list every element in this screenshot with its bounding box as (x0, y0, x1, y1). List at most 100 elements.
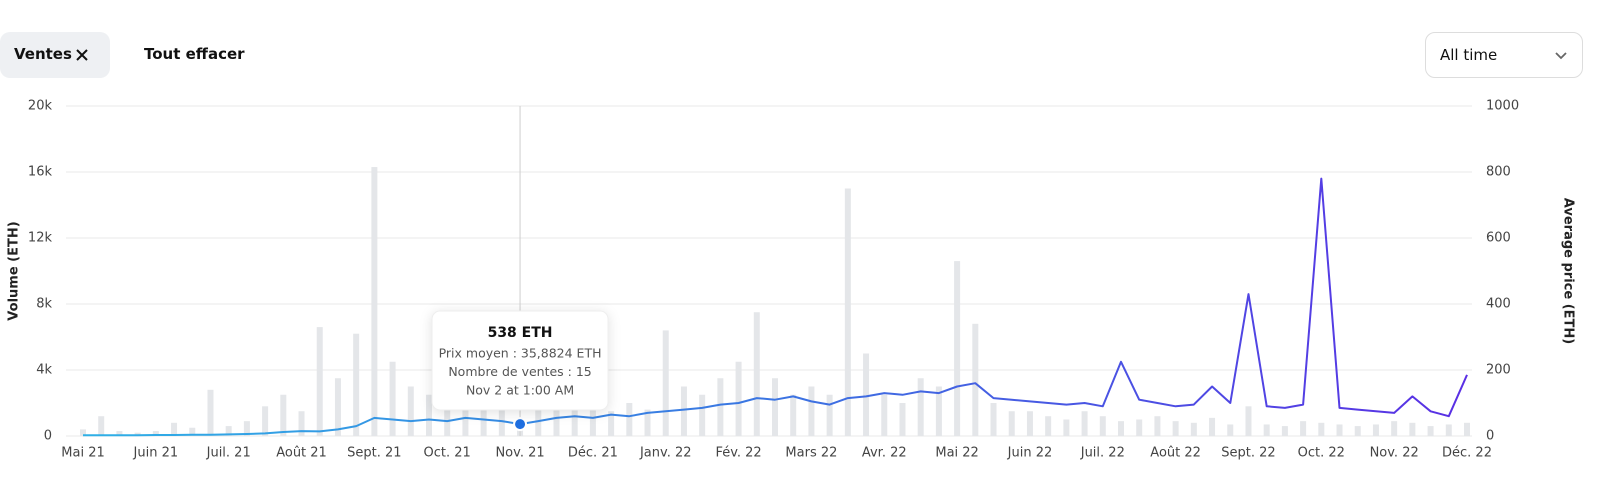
bar (426, 394, 432, 436)
bar (1063, 419, 1070, 436)
y-tick-label: 20k (28, 99, 53, 114)
bar (407, 386, 414, 436)
filter-chip[interactable]: Ventes (0, 32, 110, 78)
bar (717, 378, 724, 436)
clear-button[interactable]: Tout effacer (144, 45, 245, 63)
tooltip-line: Nombre de ventes : 15 (448, 364, 591, 379)
chip-close[interactable] (75, 48, 89, 62)
bar (1154, 416, 1161, 436)
bar (972, 323, 979, 436)
bar (1263, 424, 1270, 436)
bar (462, 406, 469, 436)
price-line (83, 177, 1468, 437)
bar (1172, 421, 1179, 436)
bar (571, 394, 578, 436)
bar (954, 261, 961, 436)
bar (680, 386, 687, 436)
x-tick-label: Déc. 21 (568, 446, 618, 461)
bar (990, 403, 997, 436)
bar (1227, 424, 1234, 436)
bar (863, 353, 870, 436)
bar (517, 427, 524, 436)
bar (298, 411, 305, 436)
bar (535, 394, 542, 436)
x-tick-label: Août 21 (276, 446, 327, 461)
bar (917, 378, 924, 436)
bar (935, 386, 942, 436)
x-tick-label: Sept. 22 (1221, 446, 1275, 461)
y2-tick-label: 0 (1486, 429, 1494, 444)
bar (189, 427, 196, 436)
y2-tick-label: 1000 (1486, 99, 1519, 114)
bar (480, 386, 487, 436)
bar (553, 403, 560, 436)
bar (134, 432, 141, 436)
chevron (1555, 52, 1567, 60)
bar (1427, 426, 1434, 436)
bar (444, 403, 451, 436)
bar (644, 409, 651, 436)
x-tick-label: Mai 21 (61, 446, 104, 461)
x-tick-label: Juin 21 (133, 446, 179, 461)
y-tick-label: 0 (44, 429, 52, 444)
range-label: All time (1440, 46, 1498, 64)
bar (589, 406, 596, 436)
y2-tick-label: 800 (1486, 165, 1511, 180)
bar (1318, 422, 1325, 436)
bar (1464, 422, 1470, 436)
bar (735, 361, 742, 436)
tooltip-box (431, 310, 609, 411)
x-tick-label: Juil. 22 (1080, 446, 1125, 461)
hover-point (513, 417, 528, 432)
tooltip-line: Prix moyen : 35,8824 ETH (439, 346, 602, 361)
bar (371, 167, 378, 437)
x-tick-label: Nov. 22 (1370, 446, 1419, 461)
x-tick-label: Fév. 22 (715, 446, 761, 461)
x-tick-label: Déc. 22 (1442, 446, 1492, 461)
bar (498, 399, 505, 436)
x-tick-label: Oct. 22 (1298, 446, 1345, 461)
bar (1081, 411, 1088, 436)
range-dropdown[interactable]: All time (1425, 32, 1583, 78)
bar (808, 386, 815, 436)
y2-tick-label: 200 (1486, 363, 1511, 378)
chip-label: Ventes (14, 45, 72, 63)
bar (334, 378, 341, 436)
bar (699, 394, 706, 436)
x-tick-label: Sept. 21 (347, 446, 401, 461)
bar (662, 330, 669, 436)
bar (225, 426, 232, 436)
bar (844, 188, 851, 436)
y-tick-label: 16k (28, 165, 53, 180)
bar (608, 411, 615, 436)
bar (243, 421, 250, 436)
bar (316, 327, 323, 436)
x-tick-label: Mars 22 (785, 446, 837, 461)
x-tick-label: Avr. 22 (862, 446, 907, 461)
bar (1245, 406, 1252, 436)
tooltip-title: 538 ETH (488, 325, 553, 341)
bar (1409, 422, 1416, 436)
bar (899, 403, 906, 436)
y2-tick-label: 600 (1486, 231, 1511, 246)
bar (1281, 426, 1288, 436)
bar (1118, 421, 1124, 436)
bar (389, 361, 396, 436)
bar (626, 403, 633, 436)
x-tick-label: Oct. 21 (424, 446, 471, 461)
bar (1190, 422, 1197, 436)
bar (772, 378, 778, 436)
x-tick-label: Août 22 (1150, 446, 1201, 461)
y2-axis-title: Average price (ETH) (1561, 198, 1576, 344)
bar (1445, 424, 1452, 436)
x-tick-label: Janv. 22 (639, 446, 692, 461)
bar (152, 431, 159, 436)
bar (1372, 424, 1379, 436)
bar (1336, 424, 1343, 436)
bar (116, 431, 123, 436)
bar (1136, 419, 1143, 436)
bar (1045, 416, 1052, 436)
bar (262, 406, 269, 436)
